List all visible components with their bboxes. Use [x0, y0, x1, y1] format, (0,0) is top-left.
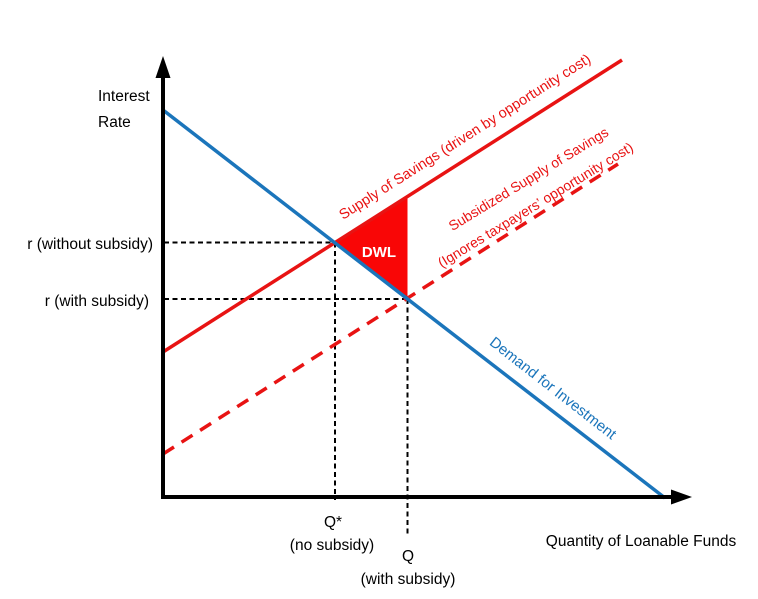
- x-axis-title: Quantity of Loanable Funds: [546, 533, 737, 550]
- dwl-triangle: [335, 196, 408, 299]
- supply-curve: [162, 58, 623, 354]
- x-axis-arrowhead-icon: [671, 489, 692, 505]
- y-axis-title-line1: Interest: [98, 88, 150, 105]
- label-r-without-subsidy: r (without subsidy): [27, 236, 153, 253]
- y-axis-arrowhead-icon: [155, 56, 171, 78]
- label-q: Q: [402, 548, 414, 565]
- y-axis-title-line2: Rate: [98, 114, 131, 131]
- dwl-label: DWL: [362, 244, 396, 261]
- subsidized-supply-curve: [162, 162, 619, 456]
- label-q-sub: (with subsidy): [361, 571, 456, 588]
- demand-curve-label: Demand for Investment: [486, 334, 620, 444]
- label-r-with-subsidy: r (with subsidy): [45, 293, 149, 310]
- label-q-star: Q*: [324, 514, 342, 531]
- demand-curve: [161, 108, 667, 500]
- label-q-star-sub: (no subsidy): [290, 537, 374, 554]
